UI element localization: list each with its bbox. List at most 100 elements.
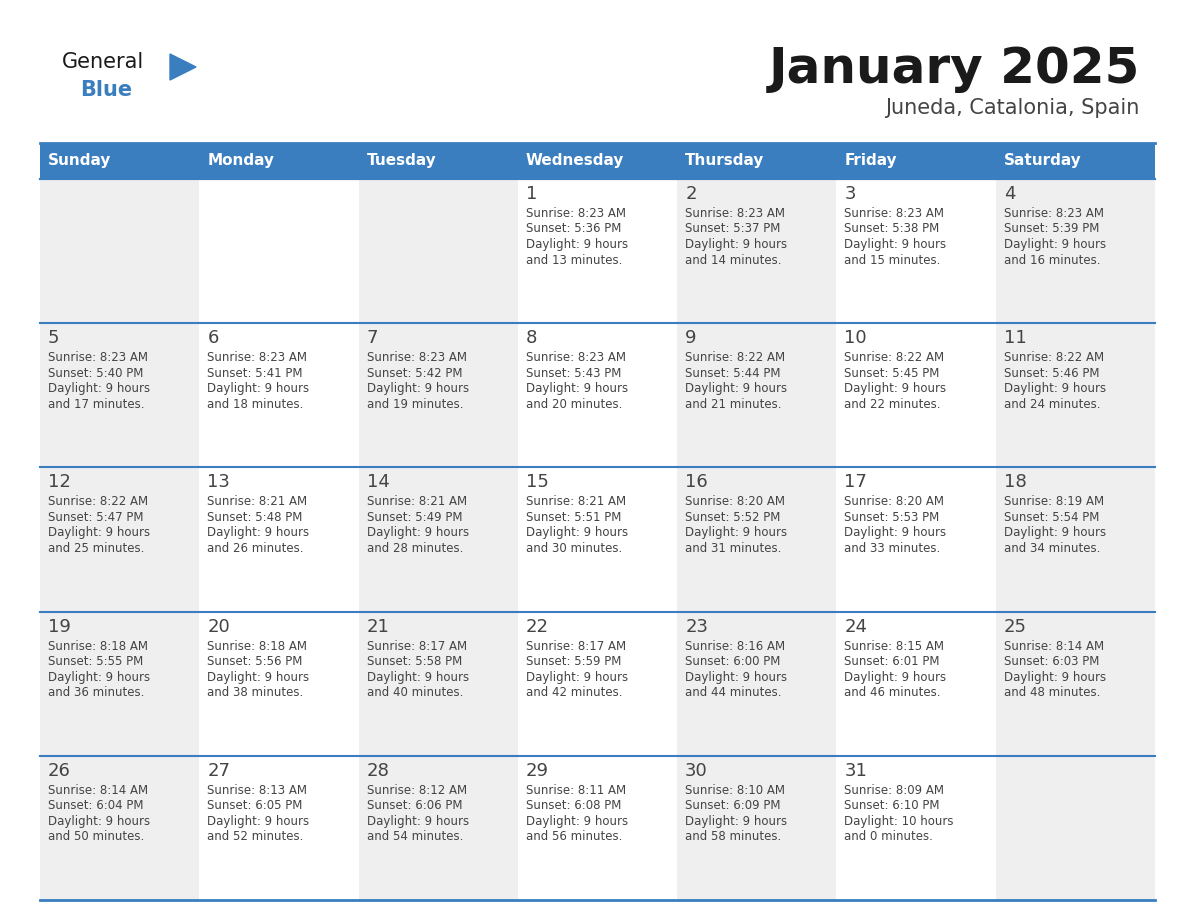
Text: and 56 minutes.: and 56 minutes. [526,830,623,844]
Text: 28: 28 [367,762,390,779]
Text: Daylight: 9 hours: Daylight: 9 hours [685,526,788,540]
Text: Sunrise: 8:13 AM: Sunrise: 8:13 AM [207,784,308,797]
Text: Daylight: 9 hours: Daylight: 9 hours [685,238,788,251]
Text: Sunrise: 8:22 AM: Sunrise: 8:22 AM [845,352,944,364]
Text: and 0 minutes.: and 0 minutes. [845,830,934,844]
Text: and 15 minutes.: and 15 minutes. [845,253,941,266]
Text: and 13 minutes.: and 13 minutes. [526,253,623,266]
Text: Sunset: 6:10 PM: Sunset: 6:10 PM [845,800,940,812]
Text: Daylight: 9 hours: Daylight: 9 hours [48,526,150,540]
Text: Sunrise: 8:11 AM: Sunrise: 8:11 AM [526,784,626,797]
Bar [836,611,996,756]
Text: 25: 25 [1004,618,1026,635]
Text: and 40 minutes.: and 40 minutes. [367,686,463,700]
Bar [200,611,359,756]
Text: Daylight: 9 hours: Daylight: 9 hours [207,815,309,828]
Text: Blue: Blue [80,80,132,100]
Text: and 17 minutes.: and 17 minutes. [48,397,145,410]
Text: and 52 minutes.: and 52 minutes. [207,830,304,844]
Text: Daylight: 9 hours: Daylight: 9 hours [1004,382,1106,396]
Text: 14: 14 [367,474,390,491]
Text: January 2025: January 2025 [769,45,1140,93]
Polygon shape [170,54,196,80]
Bar [836,467,996,611]
Text: Sunset: 5:56 PM: Sunset: 5:56 PM [207,655,303,668]
Text: Sunrise: 8:18 AM: Sunrise: 8:18 AM [48,640,148,653]
Text: Sunrise: 8:21 AM: Sunrise: 8:21 AM [367,496,467,509]
Text: 9: 9 [685,330,696,347]
Bar [836,323,996,467]
Text: 3: 3 [845,185,855,203]
Text: 17: 17 [845,474,867,491]
Text: Sunset: 5:52 PM: Sunset: 5:52 PM [685,511,781,524]
Text: Juneda, Catalonia, Spain: Juneda, Catalonia, Spain [885,98,1140,118]
Text: and 18 minutes.: and 18 minutes. [207,397,304,410]
Text: Daylight: 9 hours: Daylight: 9 hours [845,382,947,396]
Text: and 31 minutes.: and 31 minutes. [685,542,782,554]
Text: and 58 minutes.: and 58 minutes. [685,830,782,844]
Text: Wednesday: Wednesday [526,153,624,169]
Text: Sunset: 5:54 PM: Sunset: 5:54 PM [1004,511,1099,524]
Text: Sunset: 5:51 PM: Sunset: 5:51 PM [526,511,621,524]
Text: Sunrise: 8:15 AM: Sunrise: 8:15 AM [845,640,944,653]
Bar [200,467,359,611]
Text: Daylight: 9 hours: Daylight: 9 hours [207,382,309,396]
Text: 8: 8 [526,330,537,347]
Text: 29: 29 [526,762,549,779]
Text: and 16 minutes.: and 16 minutes. [1004,253,1100,266]
Text: 7: 7 [367,330,378,347]
Text: Daylight: 9 hours: Daylight: 9 hours [367,382,469,396]
Text: Sunrise: 8:23 AM: Sunrise: 8:23 AM [526,352,626,364]
Bar [40,179,200,323]
Text: Daylight: 9 hours: Daylight: 9 hours [48,382,150,396]
Text: Sunset: 5:58 PM: Sunset: 5:58 PM [367,655,462,668]
Text: Sunrise: 8:12 AM: Sunrise: 8:12 AM [367,784,467,797]
Text: Sunset: 6:00 PM: Sunset: 6:00 PM [685,655,781,668]
Text: and 33 minutes.: and 33 minutes. [845,542,941,554]
Text: 26: 26 [48,762,71,779]
Text: 1: 1 [526,185,537,203]
Text: Sunset: 5:53 PM: Sunset: 5:53 PM [845,511,940,524]
Text: Friday: Friday [845,153,897,169]
Text: and 14 minutes.: and 14 minutes. [685,253,782,266]
Text: Daylight: 9 hours: Daylight: 9 hours [685,671,788,684]
Text: Daylight: 10 hours: Daylight: 10 hours [845,815,954,828]
Bar [359,323,518,467]
Text: Sunset: 5:47 PM: Sunset: 5:47 PM [48,511,144,524]
Text: 31: 31 [845,762,867,779]
Text: General: General [62,52,144,72]
Text: 12: 12 [48,474,71,491]
Bar [677,179,836,323]
Text: Sunrise: 8:20 AM: Sunrise: 8:20 AM [845,496,944,509]
Bar [40,756,200,900]
Text: 16: 16 [685,474,708,491]
Text: Sunset: 6:01 PM: Sunset: 6:01 PM [845,655,940,668]
Text: Daylight: 9 hours: Daylight: 9 hours [685,815,788,828]
Text: Sunset: 5:38 PM: Sunset: 5:38 PM [845,222,940,236]
Bar [40,467,200,611]
Text: 19: 19 [48,618,71,635]
Bar [518,179,677,323]
Text: Sunset: 6:08 PM: Sunset: 6:08 PM [526,800,621,812]
Text: Sunrise: 8:14 AM: Sunrise: 8:14 AM [1004,640,1104,653]
Text: Daylight: 9 hours: Daylight: 9 hours [367,526,469,540]
Text: Sunset: 5:44 PM: Sunset: 5:44 PM [685,366,781,380]
Text: 27: 27 [207,762,230,779]
Text: Sunset: 6:05 PM: Sunset: 6:05 PM [207,800,303,812]
Text: Saturday: Saturday [1004,153,1081,169]
Bar [677,611,836,756]
Bar [40,323,200,467]
Text: Sunrise: 8:23 AM: Sunrise: 8:23 AM [48,352,148,364]
Text: and 54 minutes.: and 54 minutes. [367,830,463,844]
Text: 24: 24 [845,618,867,635]
Bar [518,756,677,900]
Bar [996,179,1155,323]
Text: Daylight: 9 hours: Daylight: 9 hours [526,671,628,684]
Text: Sunrise: 8:20 AM: Sunrise: 8:20 AM [685,496,785,509]
Text: Sunset: 5:37 PM: Sunset: 5:37 PM [685,222,781,236]
Text: 10: 10 [845,330,867,347]
Text: Sunset: 5:49 PM: Sunset: 5:49 PM [367,511,462,524]
Bar [836,756,996,900]
Text: Sunrise: 8:21 AM: Sunrise: 8:21 AM [207,496,308,509]
Text: Sunrise: 8:17 AM: Sunrise: 8:17 AM [526,640,626,653]
